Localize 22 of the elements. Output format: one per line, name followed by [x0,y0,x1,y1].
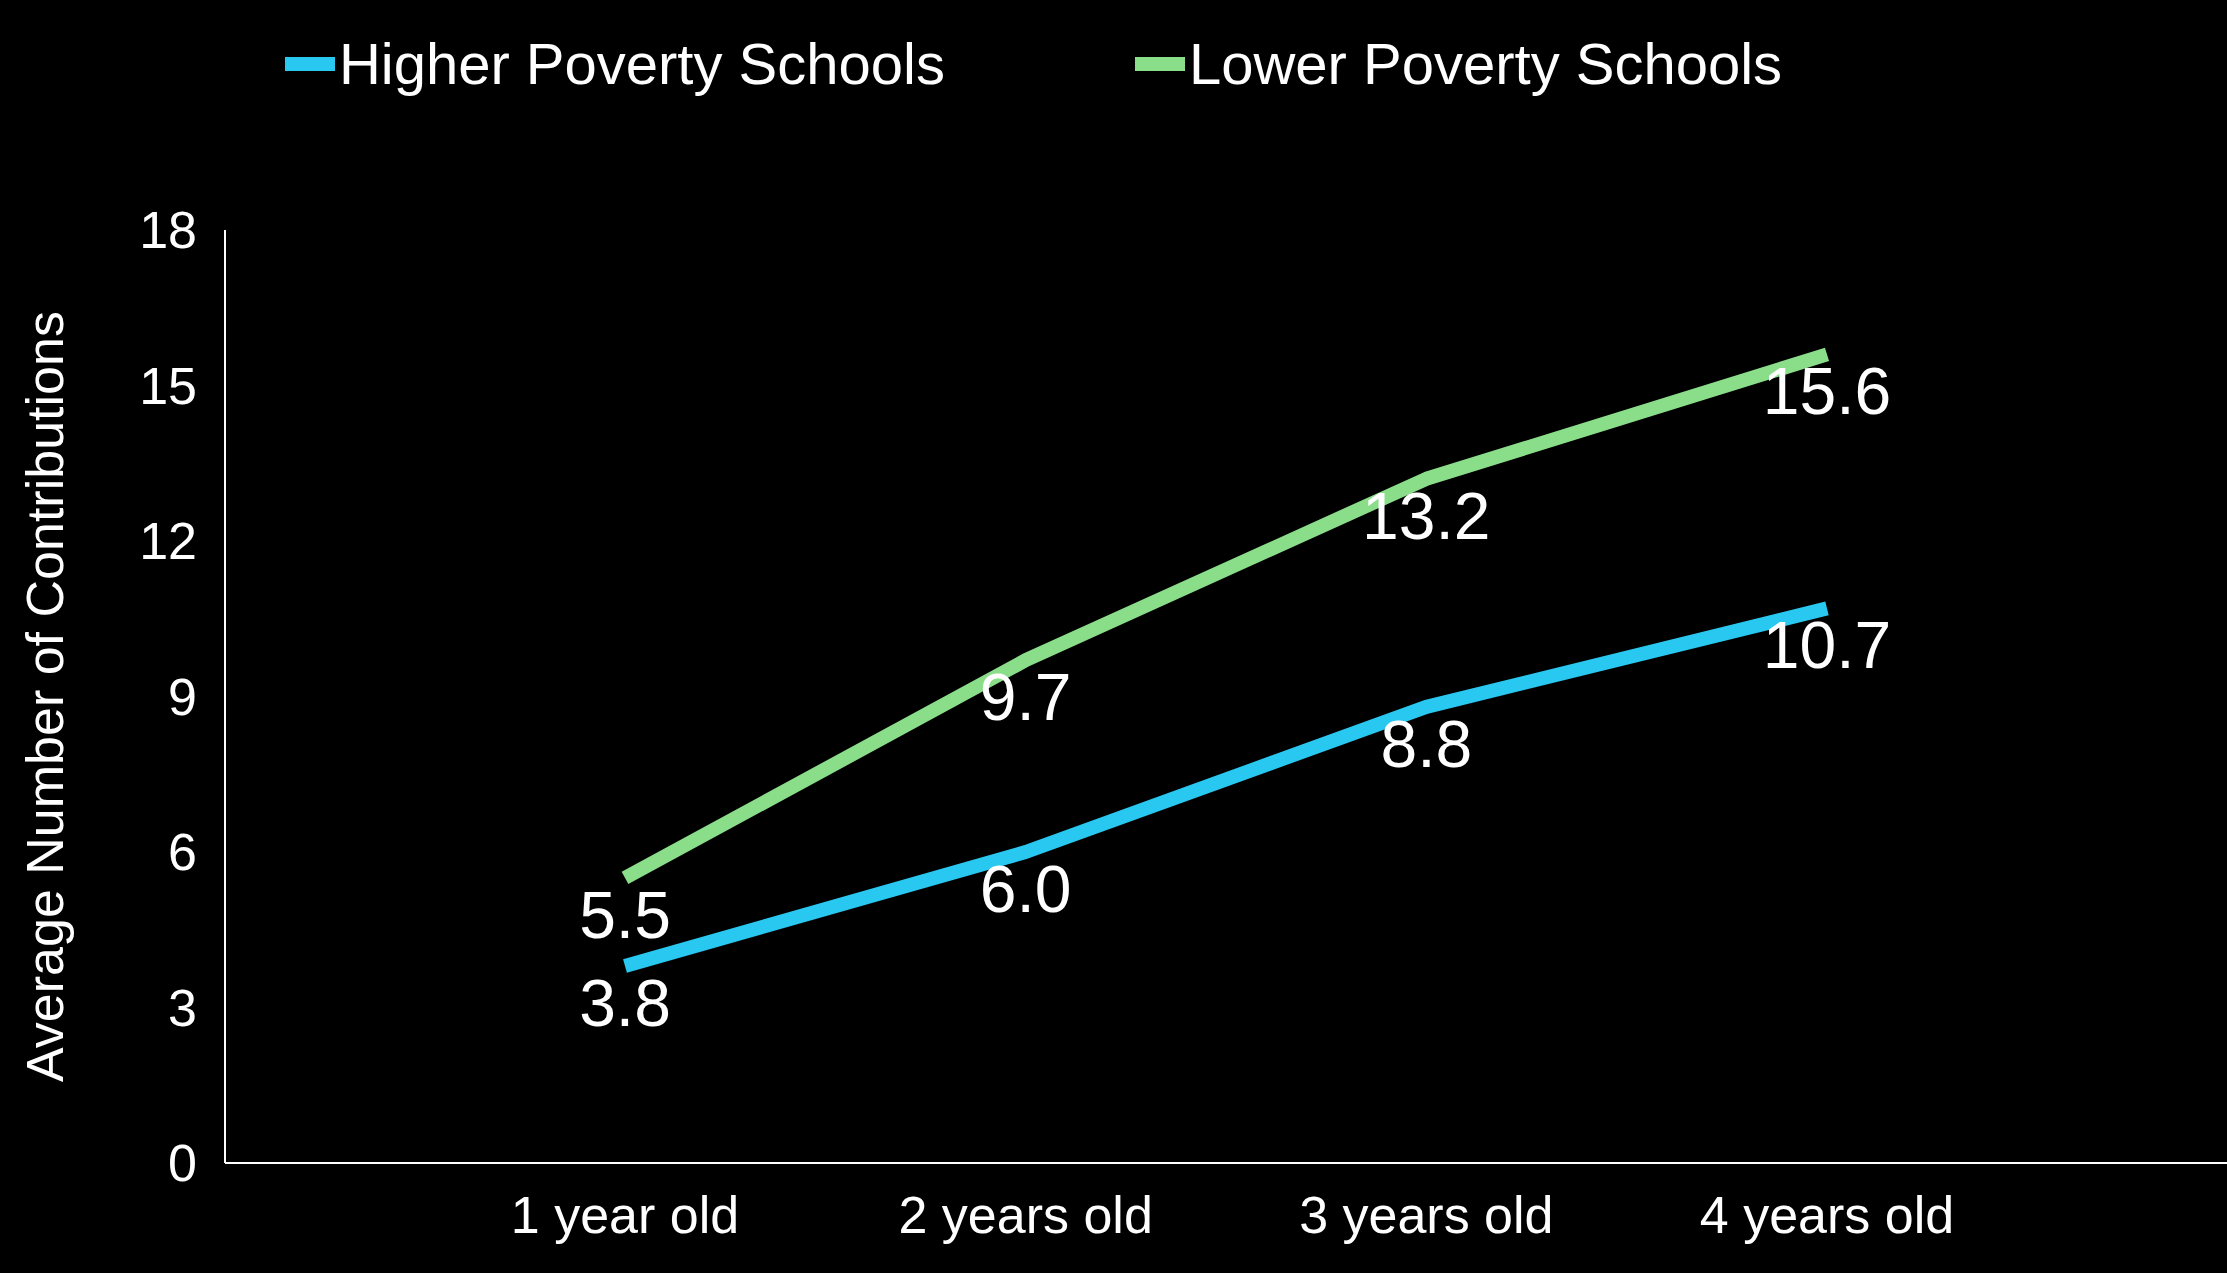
data-label: 5.5 [579,877,671,952]
data-label: 10.7 [1762,608,1892,683]
y-tick-label: 15 [139,356,197,415]
y-tick-label: 18 [139,201,197,260]
y-tick-label: 12 [139,512,197,571]
x-tick-label: 2 years old [898,1185,1153,1244]
y-tick-label: 0 [168,1134,197,1193]
data-label: 13.2 [1362,478,1491,553]
data-label: 15.6 [1762,354,1892,429]
y-axis-title: Average Number of Contributions [16,311,75,1082]
y-tick-label: 9 [168,667,197,726]
data-label: 8.8 [1380,706,1473,781]
legend-label: Lower Poverty Schools [1188,30,1783,97]
data-label: 9.7 [979,660,1072,735]
y-tick-label: 3 [168,978,197,1037]
x-tick-label: 3 years old [1299,1185,1554,1244]
x-tick-label: 1 year old [510,1185,740,1244]
x-tick-label: 4 years old [1699,1185,1955,1244]
data-label: 3.8 [579,966,671,1041]
legend-label: Higher Poverty Schools [338,30,945,97]
data-label: 6.0 [979,852,1072,926]
y-tick-label: 6 [168,823,197,882]
